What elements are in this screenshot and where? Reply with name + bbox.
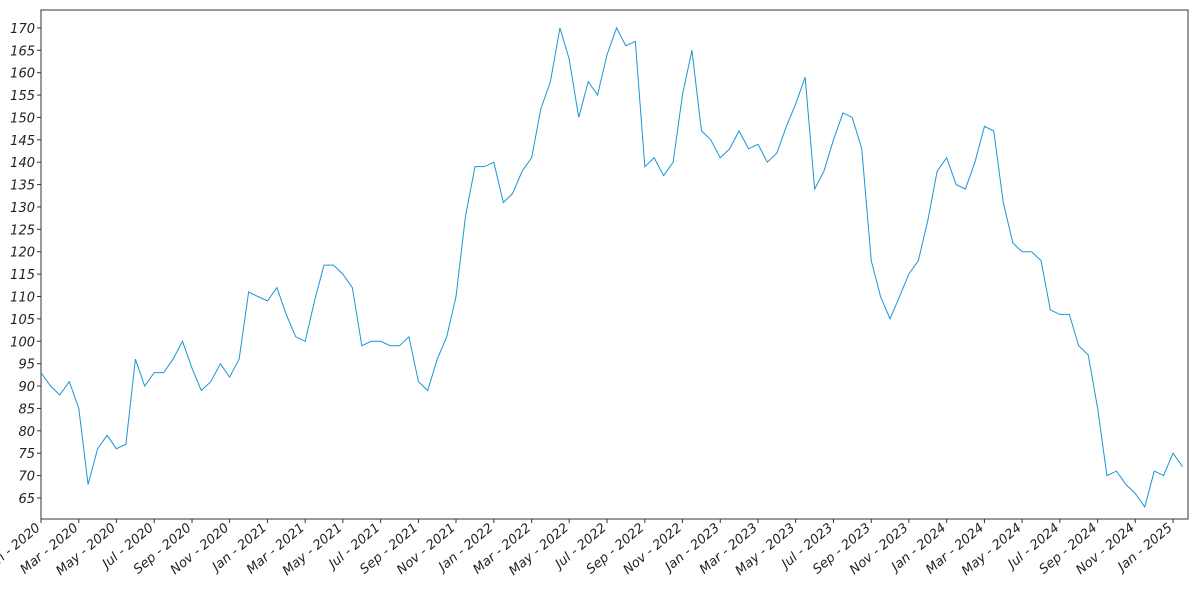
y-tick-label: 125 (10, 223, 35, 238)
y-tick-label: 155 (10, 89, 35, 104)
y-tick-label: 105 (10, 313, 35, 328)
y-tick-label: 100 (10, 335, 35, 350)
y-tick-label: 135 (10, 179, 35, 194)
y-tick-label: 120 (10, 246, 35, 261)
plot-frame (40, 9, 1189, 520)
y-tick-label: 65 (18, 492, 35, 507)
y-tick-label: 160 (10, 67, 35, 82)
y-tick-label: 90 (18, 380, 35, 395)
y-tick-label: 150 (10, 111, 35, 126)
y-tick-label: 115 (10, 268, 35, 283)
y-tick-label: 70 (18, 470, 35, 485)
y-tick-label: 145 (10, 134, 35, 149)
y-tick-label: 85 (18, 402, 35, 417)
y-tick-label: 80 (18, 425, 35, 440)
y-tick-label: 130 (10, 201, 35, 216)
y-tick-label: 110 (10, 291, 35, 306)
y-tick-label: 170 (10, 22, 35, 37)
price-line (40, 26, 1183, 509)
y-tick-label: 95 (18, 358, 35, 373)
y-tick-label: 165 (10, 44, 35, 59)
y-tick-label: 140 (10, 156, 35, 171)
y-tick-label: 75 (18, 447, 35, 462)
